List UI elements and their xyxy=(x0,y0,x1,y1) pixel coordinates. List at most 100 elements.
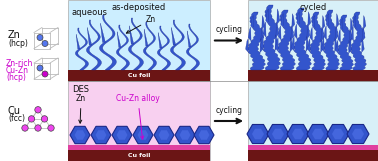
Circle shape xyxy=(37,34,43,41)
Polygon shape xyxy=(321,39,323,53)
Text: (hcp): (hcp) xyxy=(8,39,28,48)
Polygon shape xyxy=(116,130,127,140)
Polygon shape xyxy=(292,14,295,28)
Polygon shape xyxy=(308,39,310,53)
Text: Cu foil: Cu foil xyxy=(128,73,150,78)
Polygon shape xyxy=(292,129,304,139)
Polygon shape xyxy=(336,40,338,53)
Bar xyxy=(248,81,378,161)
Text: Cu: Cu xyxy=(8,106,21,116)
Polygon shape xyxy=(101,23,105,43)
Text: (hcp): (hcp) xyxy=(6,72,26,81)
Polygon shape xyxy=(352,129,364,139)
Polygon shape xyxy=(180,130,191,140)
Polygon shape xyxy=(158,130,169,140)
Polygon shape xyxy=(116,25,130,70)
Polygon shape xyxy=(327,124,349,143)
Polygon shape xyxy=(362,39,364,53)
Polygon shape xyxy=(275,35,278,51)
Polygon shape xyxy=(129,26,134,44)
Polygon shape xyxy=(310,12,325,70)
Polygon shape xyxy=(281,14,284,28)
Text: Cu-Zn alloy: Cu-Zn alloy xyxy=(116,94,160,139)
Text: Cu foil: Cu foil xyxy=(128,153,150,158)
Polygon shape xyxy=(350,12,367,70)
Polygon shape xyxy=(326,14,329,28)
Polygon shape xyxy=(287,124,309,143)
Polygon shape xyxy=(297,12,300,27)
Polygon shape xyxy=(70,126,90,144)
Bar xyxy=(68,150,210,161)
Polygon shape xyxy=(154,126,174,144)
Text: Cu-Zn: Cu-Zn xyxy=(6,66,29,75)
Polygon shape xyxy=(307,124,329,143)
Polygon shape xyxy=(291,37,294,51)
Polygon shape xyxy=(99,15,116,70)
Polygon shape xyxy=(187,31,191,47)
Polygon shape xyxy=(133,126,153,144)
Polygon shape xyxy=(186,24,200,70)
Polygon shape xyxy=(290,38,293,52)
Polygon shape xyxy=(307,24,310,39)
Polygon shape xyxy=(340,18,343,32)
Bar xyxy=(68,70,210,81)
Polygon shape xyxy=(363,27,365,41)
Polygon shape xyxy=(335,38,337,52)
Polygon shape xyxy=(263,22,266,38)
Polygon shape xyxy=(248,27,251,41)
Polygon shape xyxy=(335,26,338,40)
Polygon shape xyxy=(350,18,353,32)
Bar xyxy=(248,70,378,81)
Polygon shape xyxy=(198,130,209,140)
Polygon shape xyxy=(260,39,263,53)
Polygon shape xyxy=(263,5,280,70)
Polygon shape xyxy=(262,15,265,29)
Polygon shape xyxy=(138,130,149,140)
Polygon shape xyxy=(76,34,80,49)
Polygon shape xyxy=(308,12,311,27)
Bar xyxy=(68,0,210,81)
Polygon shape xyxy=(96,130,107,140)
Polygon shape xyxy=(324,10,339,70)
Polygon shape xyxy=(312,129,324,139)
Polygon shape xyxy=(251,15,254,29)
Polygon shape xyxy=(128,18,144,70)
Polygon shape xyxy=(278,26,281,40)
Polygon shape xyxy=(349,29,352,43)
Circle shape xyxy=(48,125,54,131)
Circle shape xyxy=(42,41,48,47)
Polygon shape xyxy=(87,28,92,45)
Bar xyxy=(0,0,68,161)
Polygon shape xyxy=(332,129,344,139)
Polygon shape xyxy=(247,124,269,143)
Polygon shape xyxy=(277,9,280,24)
Polygon shape xyxy=(245,39,248,53)
Circle shape xyxy=(37,65,43,71)
Text: cycling: cycling xyxy=(215,25,243,34)
Bar xyxy=(248,150,378,161)
Polygon shape xyxy=(294,8,311,70)
Polygon shape xyxy=(276,22,279,38)
Bar xyxy=(68,145,210,150)
Polygon shape xyxy=(338,29,341,43)
Polygon shape xyxy=(276,38,279,52)
Polygon shape xyxy=(310,27,313,41)
Polygon shape xyxy=(252,129,264,139)
Polygon shape xyxy=(349,40,351,53)
Polygon shape xyxy=(158,33,162,48)
Polygon shape xyxy=(351,27,353,41)
Polygon shape xyxy=(272,129,284,139)
Circle shape xyxy=(41,116,48,122)
Polygon shape xyxy=(277,10,296,70)
Polygon shape xyxy=(248,12,265,70)
Circle shape xyxy=(35,125,41,131)
Text: Zn: Zn xyxy=(8,29,21,39)
Text: cycled: cycled xyxy=(299,3,327,12)
Text: (fcc): (fcc) xyxy=(8,114,25,123)
Polygon shape xyxy=(267,124,289,143)
Polygon shape xyxy=(260,35,263,51)
Polygon shape xyxy=(112,126,132,144)
Circle shape xyxy=(28,116,35,122)
Polygon shape xyxy=(117,32,121,47)
Bar xyxy=(68,81,210,161)
